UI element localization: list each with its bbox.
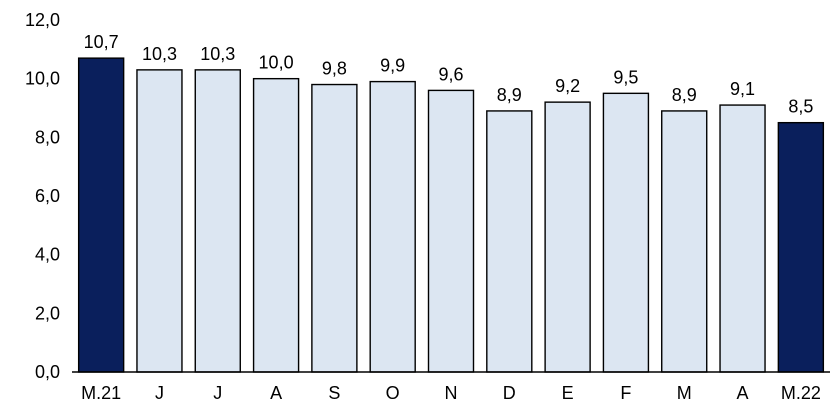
value-label: 10,0 (259, 53, 294, 73)
x-tick-label: D (503, 383, 516, 403)
x-tick-label: J (213, 383, 222, 403)
x-tick-label: M.21 (81, 383, 121, 403)
value-label: 9,5 (613, 67, 638, 87)
bar (311, 83, 358, 373)
value-label: 9,8 (322, 59, 347, 79)
x-tick-label: O (386, 383, 400, 403)
x-tick-label: E (562, 383, 574, 403)
x-tick-label: S (328, 383, 340, 403)
value-label: 9,6 (438, 64, 463, 84)
x-tick-label: A (270, 383, 282, 403)
bar-highlighted (77, 57, 125, 373)
value-label: 9,1 (730, 79, 755, 99)
value-label: 9,9 (380, 56, 405, 76)
value-label: 10,3 (200, 44, 235, 64)
value-label: 9,2 (555, 76, 580, 96)
x-tick-label: M.22 (781, 383, 821, 403)
x-tick-label: A (737, 383, 749, 403)
y-axis: 0,0 2,0 4,0 6,0 8,0 10,0 12,0 (25, 10, 60, 382)
y-tick-label: 6,0 (35, 186, 60, 206)
y-tick-label: 2,0 (35, 303, 60, 323)
bar (252, 77, 300, 373)
bar (136, 69, 183, 373)
value-label: 8,5 (788, 97, 813, 117)
bar (427, 89, 475, 373)
value-labels: 10,7 10,3 10,3 10,0 9,8 9,9 9,6 8,9 9,2 9,5 8,9 9,1… (84, 32, 814, 117)
value-label: 8,9 (497, 85, 522, 105)
bar (719, 104, 766, 373)
x-tick-label: J (155, 383, 164, 403)
bar (602, 92, 650, 373)
x-tick-label: N (445, 383, 458, 403)
value-label: 10,3 (142, 44, 177, 64)
y-tick-label: 8,0 (35, 127, 60, 147)
bars (77, 57, 825, 373)
y-tick-label: 12,0 (25, 10, 60, 30)
bar (544, 101, 591, 373)
y-tick-label: 4,0 (35, 245, 60, 265)
bar-highlighted (777, 121, 825, 373)
bar (661, 110, 708, 373)
y-tick-label: 10,0 (25, 69, 60, 89)
y-tick-label: 0,0 (35, 362, 60, 382)
value-label: 10,7 (84, 32, 119, 52)
x-tick-label: M (677, 383, 692, 403)
bar (369, 80, 416, 373)
bar (194, 69, 241, 373)
value-label: 8,9 (672, 85, 697, 105)
x-axis: M.21 J J A S O N D E F M A M.22 (72, 371, 830, 403)
x-tick-label: F (620, 383, 631, 403)
bar (486, 110, 533, 373)
